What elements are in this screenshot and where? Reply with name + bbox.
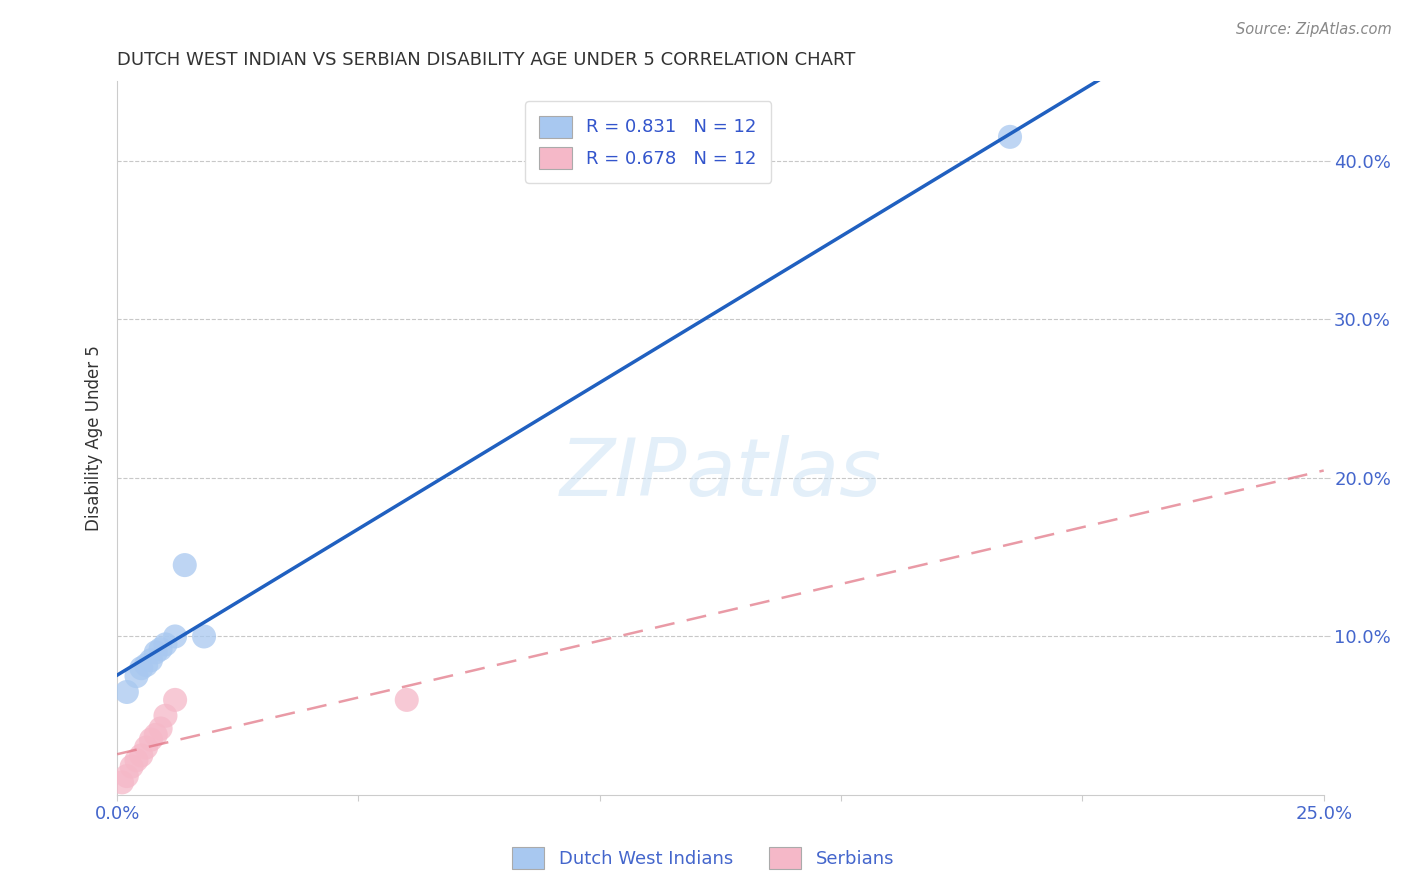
Text: Source: ZipAtlas.com: Source: ZipAtlas.com xyxy=(1236,22,1392,37)
Point xyxy=(115,769,138,783)
Legend: Dutch West Indians, Serbians: Dutch West Indians, Serbians xyxy=(502,838,904,879)
Point xyxy=(111,775,134,789)
Y-axis label: Disability Age Under 5: Disability Age Under 5 xyxy=(86,345,103,531)
Point xyxy=(173,558,195,573)
Point xyxy=(135,658,157,673)
Point xyxy=(115,685,138,699)
Point xyxy=(149,722,172,736)
Point xyxy=(193,630,215,644)
Point xyxy=(125,669,148,683)
Point xyxy=(155,708,177,723)
Text: DUTCH WEST INDIAN VS SERBIAN DISABILITY AGE UNDER 5 CORRELATION CHART: DUTCH WEST INDIAN VS SERBIAN DISABILITY … xyxy=(117,51,856,69)
Point xyxy=(139,653,162,667)
Point xyxy=(131,748,153,763)
Point xyxy=(145,645,167,659)
Legend: R = 0.831   N = 12, R = 0.678   N = 12: R = 0.831 N = 12, R = 0.678 N = 12 xyxy=(524,101,770,183)
Point xyxy=(149,642,172,657)
Point xyxy=(139,732,162,747)
Point xyxy=(165,630,187,644)
Point xyxy=(121,759,143,773)
Point xyxy=(135,740,157,755)
Point xyxy=(165,693,187,707)
Point xyxy=(395,693,418,707)
Point xyxy=(145,728,167,742)
Point xyxy=(998,129,1021,144)
Text: ZIPatlas: ZIPatlas xyxy=(560,435,882,513)
Point xyxy=(125,753,148,767)
Point xyxy=(131,661,153,675)
Point xyxy=(155,637,177,651)
